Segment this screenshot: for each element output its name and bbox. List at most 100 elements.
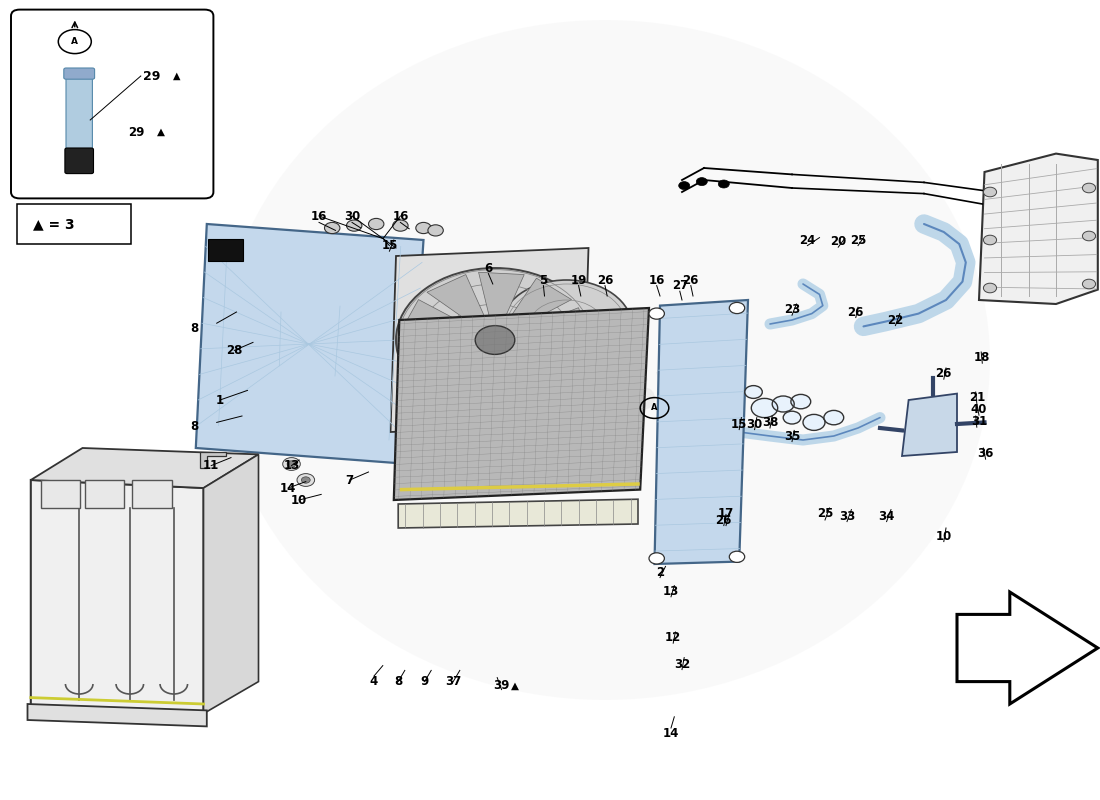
Text: 25: 25 [817,507,833,520]
Text: 19: 19 [571,274,586,286]
Circle shape [649,308,664,319]
Circle shape [500,280,632,376]
Circle shape [428,225,443,236]
Circle shape [475,326,515,354]
Polygon shape [465,355,512,408]
FancyBboxPatch shape [208,239,243,261]
Circle shape [718,180,729,188]
Text: ▲: ▲ [510,681,519,690]
Text: 16: 16 [649,274,664,286]
Polygon shape [505,278,572,330]
Circle shape [729,551,745,562]
Text: ▲: ▲ [173,71,180,81]
Circle shape [393,220,408,231]
Text: 38: 38 [762,416,778,429]
Text: 15: 15 [382,239,397,252]
Circle shape [983,235,997,245]
Text: 23: 23 [784,303,800,316]
Circle shape [283,458,300,470]
Polygon shape [402,299,477,338]
Circle shape [346,220,362,231]
Text: 2: 2 [656,566,664,578]
Text: 26: 26 [683,274,698,286]
Text: 26: 26 [936,367,952,380]
Polygon shape [427,274,488,329]
Circle shape [751,398,778,418]
Circle shape [396,268,594,412]
Circle shape [745,386,762,398]
Circle shape [983,283,997,293]
Text: 27: 27 [672,279,688,292]
Text: 20: 20 [830,235,846,248]
Text: 17: 17 [718,507,734,520]
Text: 16: 16 [311,210,327,222]
Circle shape [416,222,431,234]
Text: 8: 8 [190,322,199,334]
Text: 14: 14 [280,482,296,494]
Circle shape [791,394,811,409]
Text: 22: 22 [888,314,903,326]
Text: 1: 1 [216,394,224,406]
FancyBboxPatch shape [16,204,131,244]
Polygon shape [85,480,124,508]
Polygon shape [31,448,258,488]
Text: 39: 39 [494,679,509,692]
Circle shape [297,474,315,486]
Text: 26: 26 [597,274,613,286]
Text: 31: 31 [971,415,987,428]
Circle shape [729,302,745,314]
Text: 37: 37 [446,675,461,688]
Circle shape [772,396,794,412]
Text: 11: 11 [204,459,219,472]
Text: 8: 8 [190,420,199,433]
Polygon shape [654,300,748,564]
Text: 21: 21 [969,391,984,404]
Circle shape [679,182,690,190]
Text: 30: 30 [747,418,762,430]
Text: 26: 26 [716,514,732,526]
Polygon shape [200,452,225,468]
Text: 8: 8 [394,675,403,688]
Text: 15: 15 [732,418,747,430]
Text: 32: 32 [674,658,690,670]
Polygon shape [204,454,258,714]
Polygon shape [513,342,588,381]
Circle shape [696,178,707,186]
Polygon shape [196,224,424,464]
Text: partsfs55: partsfs55 [451,362,693,470]
Circle shape [824,410,844,425]
Polygon shape [31,480,204,714]
Circle shape [324,222,340,234]
Text: 18: 18 [975,351,990,364]
FancyBboxPatch shape [64,68,95,79]
Text: 29: 29 [129,126,144,138]
Text: 5: 5 [539,274,548,286]
Circle shape [368,218,384,230]
Ellipse shape [220,20,990,700]
Circle shape [1082,183,1096,193]
Polygon shape [515,308,590,340]
Text: 12: 12 [666,631,681,644]
Text: 25: 25 [850,234,866,246]
Text: A: A [72,37,78,46]
Text: 28: 28 [227,344,242,357]
Text: 9: 9 [420,675,429,688]
Polygon shape [418,350,485,402]
Polygon shape [394,308,649,500]
Text: 40: 40 [971,403,987,416]
Circle shape [803,414,825,430]
Text: 6: 6 [484,262,493,274]
Text: ▲ = 3: ▲ = 3 [33,217,75,231]
Circle shape [1082,231,1096,241]
Circle shape [301,477,310,483]
Polygon shape [979,154,1098,304]
Text: 13: 13 [284,459,299,472]
Text: 30: 30 [344,210,360,222]
Polygon shape [957,592,1098,704]
Text: 4: 4 [370,675,378,688]
Text: A: A [651,403,658,413]
Circle shape [287,461,296,467]
Circle shape [783,411,801,424]
Polygon shape [390,248,588,432]
Text: 33: 33 [839,510,855,522]
